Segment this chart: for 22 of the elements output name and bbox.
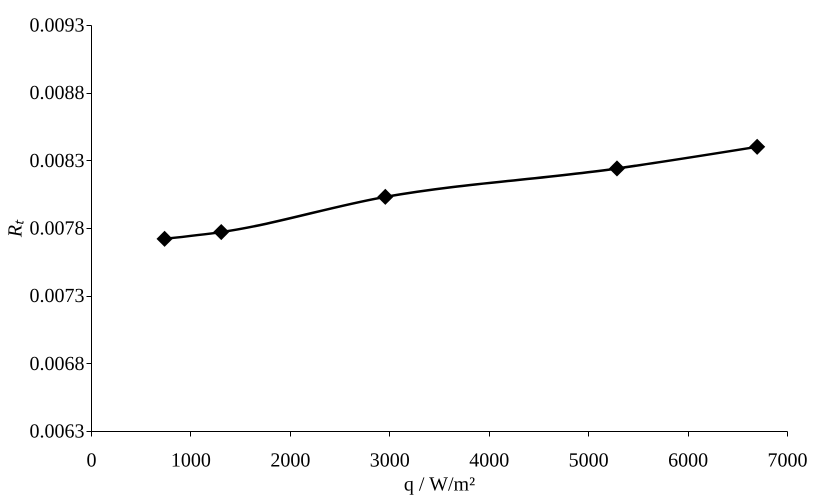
x-tick-label: 5000 (568, 450, 609, 472)
point (213, 224, 230, 240)
y-tick-label: 0.0068 (30, 352, 84, 375)
x-tick-label: 1000 (170, 450, 211, 472)
x-tick-label: 2000 (270, 450, 310, 472)
x-axis-title: q / W/m² (404, 474, 476, 496)
x-tick-label: 3000 (370, 450, 410, 472)
y-tick-label: 0.0078 (30, 218, 84, 240)
x-tick-label: 4000 (469, 450, 510, 472)
x-tick-label: 7000 (768, 450, 808, 472)
y-tick-label: 0.0088 (30, 82, 84, 104)
y-axis-title: Rₜ (4, 218, 26, 238)
point (377, 188, 394, 205)
y-tick-label: 0.0063 (30, 420, 84, 442)
x-tick-label: 6000 (668, 450, 708, 472)
point (156, 230, 173, 247)
point (608, 160, 626, 177)
y-tick-label: 0.0073 (30, 285, 84, 308)
x-tick-label: 0 (86, 450, 96, 472)
y-tick-label: 0.0083 (30, 150, 84, 172)
point (749, 138, 766, 155)
y-tick-label: 0.0093 (30, 14, 84, 36)
